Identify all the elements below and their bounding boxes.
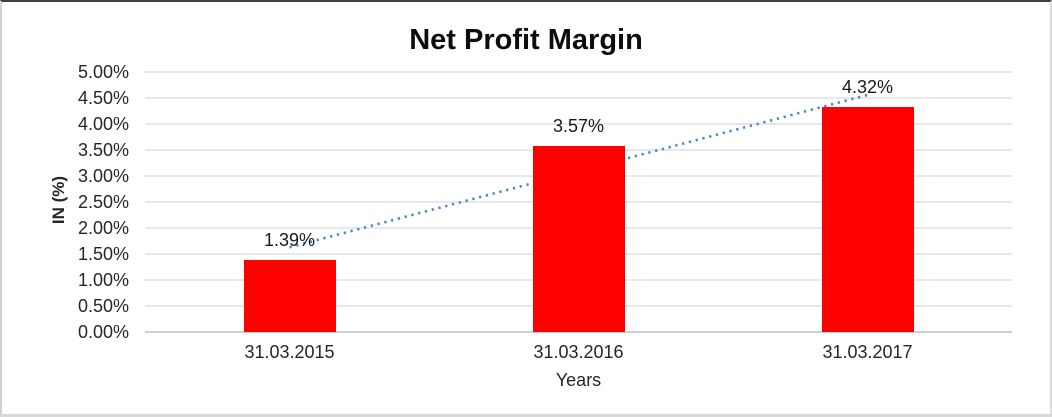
y-tick-label: 3.50%: [77, 140, 129, 160]
x-tick-label: 31.03.2017: [822, 342, 913, 362]
bar-data-label: 3.57%: [552, 116, 605, 137]
y-tick-label: 4.00%: [77, 114, 129, 134]
x-tick-label: 31.03.2015: [244, 342, 335, 362]
y-tick-label: 4.50%: [77, 88, 129, 108]
y-tick-label: 5.00%: [77, 62, 129, 82]
bar: [821, 107, 914, 332]
bar: [532, 146, 625, 332]
chart-title: Net Profit Margin: [409, 24, 643, 56]
y-tick-label: 3.00%: [77, 166, 129, 186]
x-axis-title: Years: [555, 370, 602, 390]
trendline: [289, 93, 868, 249]
y-tick-label: 1.50%: [77, 244, 129, 264]
bar: [243, 259, 336, 332]
y-tick-label: 2.00%: [77, 218, 129, 238]
bar-data-label: 4.32%: [841, 77, 894, 98]
y-tick-label: 0.00%: [77, 322, 129, 342]
y-tick-label: 0.50%: [77, 296, 129, 316]
bar-data-label: 1.39%: [263, 229, 316, 250]
y-tick-label: 2.50%: [77, 192, 129, 212]
y-tick-label: 1.00%: [77, 270, 129, 290]
x-tick-label: 31.03.2016: [533, 342, 624, 362]
